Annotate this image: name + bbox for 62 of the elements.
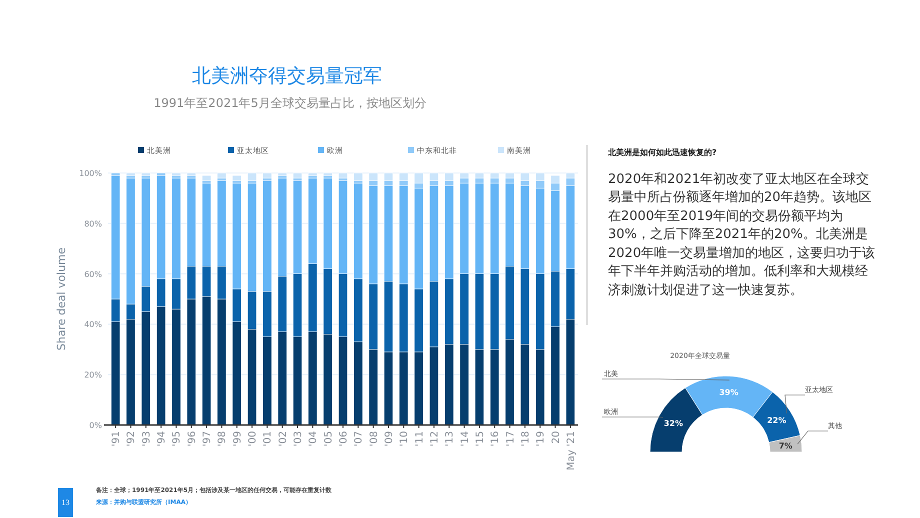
x-tick-label: '11 (414, 431, 426, 446)
bar (308, 172, 318, 176)
x-tick-label: '14 (460, 431, 471, 446)
text: 北美洲是如何如此迅速恢复的? (608, 148, 718, 158)
bar (262, 172, 272, 178)
x-tick-label: '15 (474, 431, 486, 446)
x-tick-label: '08 (368, 431, 380, 446)
bar (141, 172, 150, 176)
chart-title: 北美洲夺得交易量冠军 (192, 65, 382, 87)
y-axis-title: Share deal volume (55, 247, 68, 351)
x-tick-label: '16 (490, 431, 502, 446)
bar (202, 175, 212, 181)
x-tick-label: '93 (141, 431, 152, 446)
x-tick-label: '94 (156, 431, 168, 446)
y-tick-label: 20% (84, 370, 102, 380)
bar (338, 172, 348, 178)
x-tick-label: '97 (202, 431, 214, 446)
bar (172, 172, 181, 176)
bar (186, 172, 196, 176)
x-tick-label: '05 (323, 431, 334, 446)
y-tick-label: 40% (84, 320, 102, 330)
x-tick-label: 20 (550, 431, 562, 444)
data-label: 7% (778, 441, 792, 450)
x-tick-label: '96 (186, 431, 198, 446)
x-tick-label: '10 (399, 431, 410, 446)
text: 13 (58, 488, 73, 517)
x-tick-label: May '21 (566, 431, 577, 470)
bar (278, 172, 287, 176)
data-label: 22% (767, 416, 786, 425)
x-tick-label: '18 (520, 431, 532, 446)
x-tick-label: '91 (111, 431, 122, 446)
y-tick-label: 100% (79, 169, 102, 178)
x-tick-label: '07 (354, 431, 365, 446)
y-tick-label: 0% (89, 421, 102, 430)
x-tick-label: '06 (338, 431, 350, 446)
chart-subtitle: 1991年至2021年5月全球交易量占比，按地区划分 (154, 96, 426, 110)
bar (232, 175, 242, 181)
bar (292, 172, 302, 178)
x-tick-label: '09 (384, 431, 395, 446)
bar (126, 172, 136, 176)
text: 2020年和2021年初改变了亚太地区在全球交易量中所占份额逐年增加的20年趋势。该地区在2000年至2019年间的交易份额平均为30%，之后下降至2021年的20%。北美洲是2020年唯一交易量增加的地区，这要归功于该年下半年并购活动的增加。低利率和大规模经济刺激计划促进了这一快速复苏。 (608, 171, 876, 300)
x-tick-label: '12 (429, 431, 440, 446)
x-tick-label: '99 (232, 431, 244, 446)
x-tick-label: '04 (308, 431, 320, 446)
x-tick-label: '01 (262, 431, 274, 446)
data-label: 39% (719, 388, 738, 398)
bar (323, 172, 332, 176)
data-label: 32% (664, 419, 683, 428)
x-tick-label: '98 (217, 431, 228, 446)
bar (247, 172, 257, 181)
x-tick-label: '95 (172, 431, 183, 446)
x-tick-label: '17 (505, 431, 516, 446)
x-tick-label: '13 (444, 431, 456, 446)
x-tick-label: '02 (278, 431, 289, 446)
bar (354, 172, 363, 181)
x-tick-label: '19 (536, 431, 547, 446)
y-tick-label: 80% (84, 219, 102, 228)
y-tick-label: 60% (84, 270, 102, 279)
x-tick-label: '03 (293, 431, 304, 446)
bar (217, 172, 226, 178)
x-tick-label: '92 (126, 431, 138, 446)
x-tick-label: '00 (248, 431, 259, 446)
